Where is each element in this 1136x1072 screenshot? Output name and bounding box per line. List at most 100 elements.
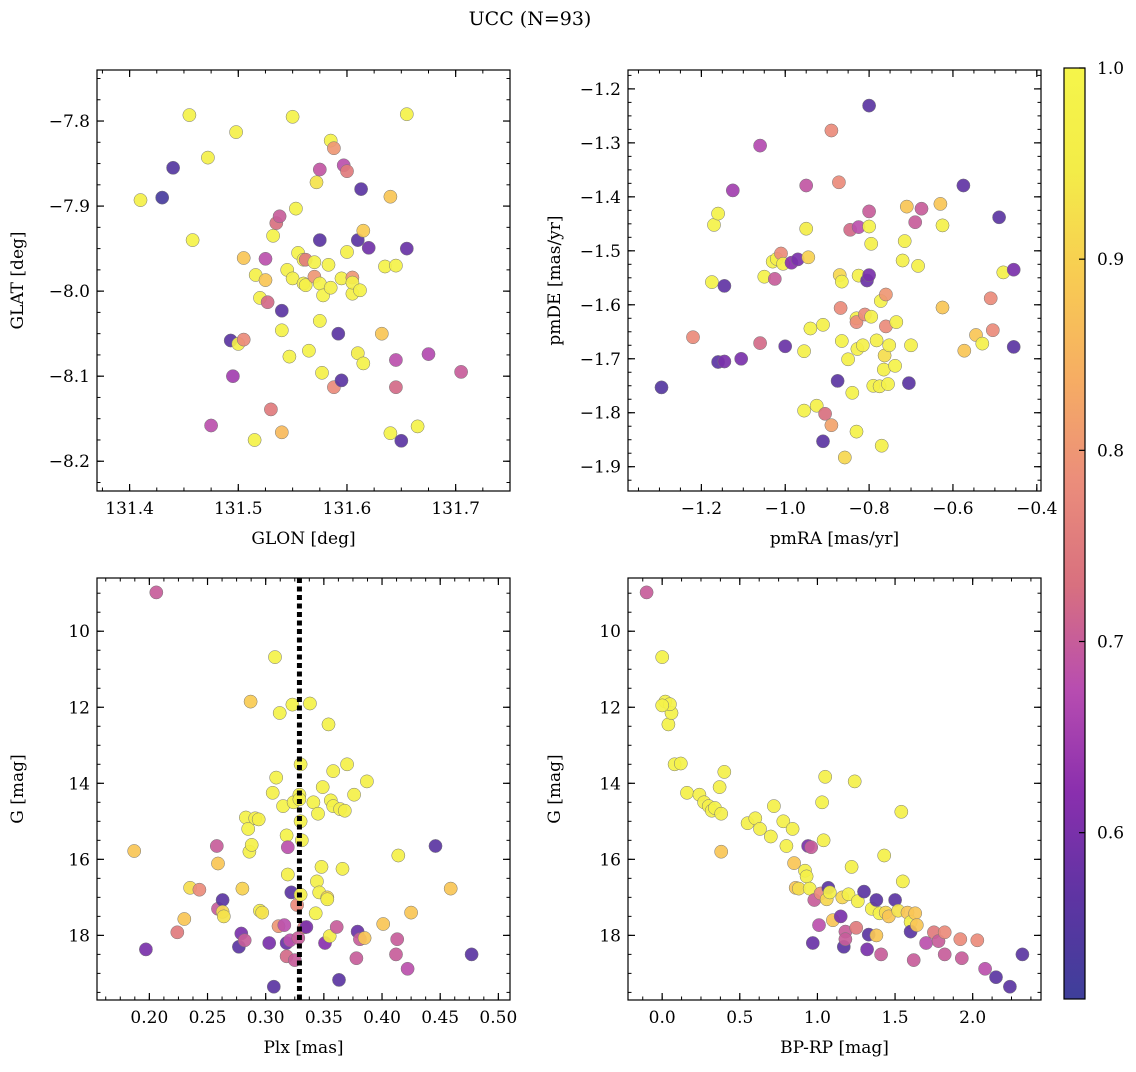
colorbar-tick-label: 0.9 xyxy=(1097,250,1124,270)
scatter-point xyxy=(211,856,225,871)
scatter-points xyxy=(639,585,1030,994)
scatter-point xyxy=(331,326,346,341)
scatter-point xyxy=(673,756,688,771)
scatter-point xyxy=(247,433,262,447)
scatter-point xyxy=(857,884,871,899)
x-axis-label: GLON [deg] xyxy=(251,529,355,549)
scatter-point xyxy=(327,141,341,156)
scatter-point xyxy=(847,774,862,789)
scatter-point xyxy=(315,365,329,380)
scatter-point xyxy=(919,936,933,950)
scatter-point xyxy=(654,380,669,395)
y-tick-label: −7.9 xyxy=(49,197,90,217)
scatter-point xyxy=(266,979,281,994)
scatter-point xyxy=(274,425,289,440)
scatter-point xyxy=(443,881,458,896)
scatter-point xyxy=(204,418,218,433)
scatter-point xyxy=(298,278,313,293)
scatter-point xyxy=(954,951,969,966)
scatter-point xyxy=(356,223,371,238)
scatter-point xyxy=(830,374,845,388)
scatter-point xyxy=(655,650,670,664)
scatter-point xyxy=(992,210,1006,225)
scatter-point xyxy=(983,291,998,306)
x-tick-label: 0.40 xyxy=(363,1008,401,1028)
scatter-point xyxy=(899,199,914,214)
x-axis-label: Plx [mas] xyxy=(263,1038,343,1058)
scatter-point xyxy=(906,953,921,967)
scatter-point xyxy=(862,268,876,282)
scatter-point xyxy=(308,906,323,921)
y-tick-label: 16 xyxy=(68,850,90,870)
scatter-point xyxy=(192,882,207,897)
scatter-point xyxy=(711,206,725,221)
scatter-point xyxy=(717,354,732,369)
panel-2: −1.2 −1.0 −0.8 −0.6 −0.4 −1.2 −1.3 −1.4 −1.5 −1.6… xyxy=(545,69,1057,549)
x-tick-label: 131.7 xyxy=(431,499,480,519)
x-tick-label: −0.4 xyxy=(1016,499,1057,519)
scatter-point xyxy=(236,332,251,347)
y-tick-label: −1.9 xyxy=(580,458,621,478)
scatter-point xyxy=(226,369,240,384)
x-tick-label: 131.6 xyxy=(323,499,372,519)
scatter-point xyxy=(812,918,826,932)
scatter-point xyxy=(714,806,729,821)
scatter-point xyxy=(860,942,874,957)
scatter-point xyxy=(1006,262,1021,277)
scatter-point xyxy=(834,334,849,348)
scatter-point xyxy=(237,933,252,948)
scatter-point xyxy=(845,385,860,400)
scatter-point xyxy=(279,828,294,843)
scatter-point xyxy=(274,303,289,318)
scatter-point xyxy=(778,339,793,354)
x-tick-label: 0.50 xyxy=(479,1008,517,1028)
scatter-point xyxy=(229,125,243,139)
scatter-point xyxy=(763,829,778,844)
scatter-point xyxy=(801,250,816,265)
scatter-point xyxy=(776,814,791,829)
scatter-points xyxy=(654,98,1021,465)
scatter-point xyxy=(833,909,848,924)
scatter-point xyxy=(897,234,912,248)
y-tick-label: −1.4 xyxy=(580,188,621,208)
panel-1: 131.4 131.5 131.6 131.7 −7.8 −7.9 −8.0 −8.1 −8.2… xyxy=(8,69,511,549)
x-tick-label: 0.35 xyxy=(305,1008,343,1028)
scatter-point xyxy=(797,344,811,359)
y-tick-label: 12 xyxy=(599,698,621,718)
scatter-point xyxy=(251,812,266,827)
scatter-point xyxy=(353,283,367,298)
scatter-point xyxy=(389,353,403,367)
scatter-point xyxy=(661,717,676,732)
axes-frame xyxy=(96,69,511,492)
axes-frame xyxy=(627,69,1042,492)
scatter-point xyxy=(268,650,282,664)
scatter-point xyxy=(464,947,479,962)
y-tick-label: 10 xyxy=(68,622,90,642)
scatter-point xyxy=(1006,340,1021,354)
scatter-point xyxy=(289,201,303,216)
scatter-point xyxy=(978,961,992,976)
scatter-point xyxy=(332,973,346,987)
scatter-point xyxy=(850,894,865,909)
scatter-point xyxy=(686,330,700,345)
scatter-point xyxy=(882,338,897,353)
scatter-point xyxy=(935,218,950,233)
scatter-point xyxy=(335,861,350,876)
scatter-point xyxy=(277,918,292,932)
scatter-point xyxy=(323,280,338,295)
scatter-point xyxy=(155,190,170,205)
scatter-point xyxy=(389,258,403,273)
scatter-point xyxy=(753,336,767,350)
y-tick-label: −8.2 xyxy=(49,452,90,472)
scatter-point xyxy=(818,406,832,421)
scatter-point xyxy=(241,822,256,836)
panel-4: 0.0 0.5 1.0 1.5 2.0 10 12 14 16 18 BP-RP [mag] G [m… xyxy=(545,577,1042,1058)
scatter-point xyxy=(258,251,273,266)
colorbar-tick-label: 0.7 xyxy=(1097,633,1124,653)
y-axis-label: G [mag] xyxy=(545,754,565,823)
scatter-point xyxy=(779,839,794,853)
y-axis-label: pmDE [mas/yr] xyxy=(545,215,565,345)
scatter-point xyxy=(816,833,831,848)
